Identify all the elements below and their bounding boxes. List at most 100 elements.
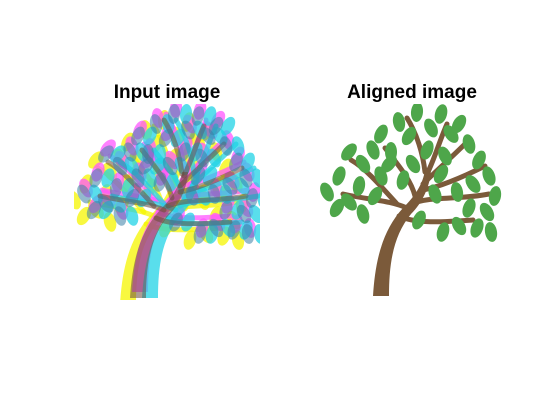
tree-leaf: [222, 177, 238, 195]
tree-leaf: [162, 156, 178, 176]
tree-branch: [348, 157, 400, 207]
tree-leaf: [193, 224, 207, 244]
tree-leaf: [179, 104, 193, 124]
tree-leaf: [153, 172, 167, 192]
tree-branch: [153, 215, 233, 227]
tree-leaf: [131, 126, 145, 146]
tree-leaf: [158, 128, 174, 148]
tree-branch: [404, 115, 428, 175]
tree-branch: [165, 193, 249, 209]
tree-leaf: [181, 120, 195, 140]
tree-leaf: [98, 195, 114, 213]
tree-leaf: [329, 198, 345, 218]
tree-leaf: [191, 106, 205, 126]
input-image-panel: [74, 104, 260, 300]
tree-leaf: [236, 204, 252, 224]
tree-leaf: [89, 168, 103, 188]
tree-branch: [105, 159, 157, 209]
tree-leaf: [352, 176, 366, 196]
tree-leaf: [341, 193, 357, 211]
tree-leaf: [208, 218, 224, 238]
tree-leaf: [424, 118, 438, 138]
tree-leaf: [101, 168, 115, 188]
tree-leaf: [227, 220, 241, 240]
tree-leaf: [98, 145, 114, 163]
tree-leaf: [462, 198, 476, 218]
aligned-image-title: Aligned image: [347, 82, 477, 103]
tree-leaf: [434, 104, 448, 124]
tree-leaf: [109, 178, 123, 198]
tree-leaf: [86, 200, 102, 220]
tree-leaf: [412, 210, 426, 230]
tree-leaf: [185, 186, 199, 206]
tree-leaf: [450, 182, 464, 202]
tree-branch: [408, 191, 492, 207]
input-image-title: Input image: [113, 82, 221, 103]
tree-leaf: [207, 184, 221, 204]
tree-leaf: [239, 168, 253, 188]
tree-leaf: [248, 204, 260, 224]
tree-leaf: [356, 204, 370, 224]
tree-leaf: [251, 168, 260, 188]
tree-leaf: [320, 182, 334, 202]
tree-leaf: [465, 175, 481, 193]
tree-leaf: [220, 116, 236, 136]
tree-leaf: [241, 224, 255, 244]
tree-leaf: [183, 230, 197, 250]
tree-leaf: [472, 150, 486, 170]
tree-leaf: [484, 222, 498, 242]
tree-leaf: [231, 136, 245, 156]
tree-leaf: [451, 114, 467, 134]
tree-leaf: [77, 184, 91, 204]
tree-leaf: [438, 146, 452, 166]
tree-leaf: [219, 200, 233, 220]
tree-leaf: [470, 218, 484, 238]
tree-leaf: [451, 216, 467, 236]
tree-leaf: [462, 134, 476, 154]
tree-leaf: [341, 143, 357, 161]
tree-leaf: [229, 152, 243, 172]
tree-leaf: [381, 155, 397, 173]
tree-leaf: [374, 124, 388, 144]
tree-leaf: [74, 190, 81, 210]
tree-leaf: [241, 152, 255, 172]
tree-leaf: [401, 126, 417, 146]
tree-leaf: [482, 166, 496, 186]
tree-leaf: [112, 156, 128, 176]
tree-leaf: [123, 142, 137, 162]
tree-leaf: [177, 142, 191, 162]
input-image-tree: [74, 104, 260, 300]
tree-leaf: [167, 104, 181, 124]
tree-leaf: [219, 136, 233, 156]
tree-leaf: [420, 140, 434, 160]
tree-leaf: [396, 170, 410, 190]
tree-leaf: [355, 154, 371, 174]
tree-leaf: [479, 202, 495, 222]
tree-leaf: [208, 116, 224, 136]
aligned-image-tree: [320, 104, 502, 296]
tree-leaf: [190, 166, 206, 186]
tree-leaf: [410, 104, 424, 122]
tree-leaf: [195, 148, 209, 168]
tree-leaf: [124, 188, 140, 208]
tree-leaf: [169, 212, 183, 232]
tree-leaf: [366, 140, 380, 160]
tree-leaf: [433, 164, 449, 184]
tree-leaf: [125, 206, 139, 226]
tree-leaf: [138, 157, 154, 175]
tree-leaf: [245, 188, 259, 208]
tree-leaf: [436, 222, 450, 242]
tree-branch: [161, 117, 185, 177]
tree-leaf: [392, 112, 406, 132]
tree-branch: [396, 213, 476, 225]
tree-leaf: [428, 184, 442, 204]
tree-leaf: [488, 186, 502, 206]
tree-leaf: [149, 114, 163, 134]
channel-overlap-layer: [77, 104, 259, 298]
tree-leaf: [113, 206, 127, 226]
tree-leaf: [367, 186, 383, 206]
tree-leaf: [253, 224, 260, 244]
tree-leaf: [332, 166, 346, 186]
aligned-image-panel: [319, 104, 505, 300]
tree-leaf: [405, 154, 421, 174]
